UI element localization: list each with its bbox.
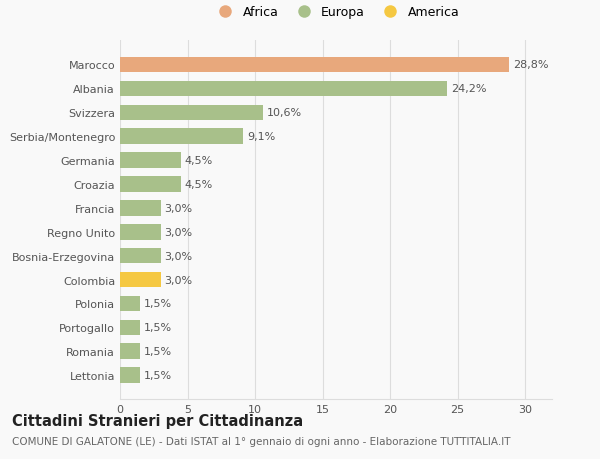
- Text: COMUNE DI GALATONE (LE) - Dati ISTAT al 1° gennaio di ogni anno - Elaborazione T: COMUNE DI GALATONE (LE) - Dati ISTAT al …: [12, 436, 511, 446]
- Text: 10,6%: 10,6%: [267, 108, 302, 118]
- Text: 4,5%: 4,5%: [185, 179, 213, 190]
- Text: 9,1%: 9,1%: [247, 132, 275, 142]
- Bar: [120, 81, 446, 97]
- Text: 4,5%: 4,5%: [185, 156, 213, 166]
- Bar: [120, 368, 140, 383]
- Bar: [120, 201, 161, 216]
- Bar: [120, 224, 161, 240]
- Bar: [120, 129, 243, 145]
- Text: 3,0%: 3,0%: [164, 227, 193, 237]
- Text: Cittadini Stranieri per Cittadinanza: Cittadini Stranieri per Cittadinanza: [12, 413, 303, 428]
- Text: 3,0%: 3,0%: [164, 275, 193, 285]
- Text: 1,5%: 1,5%: [145, 370, 172, 381]
- Text: 3,0%: 3,0%: [164, 251, 193, 261]
- Bar: [120, 344, 140, 359]
- Text: 28,8%: 28,8%: [513, 60, 548, 70]
- Bar: [120, 296, 140, 312]
- Bar: [120, 177, 181, 192]
- Bar: [120, 105, 263, 121]
- Text: 1,5%: 1,5%: [145, 299, 172, 309]
- Legend: Africa, Europa, America: Africa, Europa, America: [208, 1, 464, 24]
- Bar: [120, 272, 161, 288]
- Bar: [120, 57, 509, 73]
- Text: 1,5%: 1,5%: [145, 347, 172, 357]
- Bar: [120, 320, 140, 336]
- Text: 3,0%: 3,0%: [164, 203, 193, 213]
- Text: 24,2%: 24,2%: [451, 84, 486, 94]
- Text: 1,5%: 1,5%: [145, 323, 172, 333]
- Bar: [120, 153, 181, 168]
- Bar: [120, 248, 161, 264]
